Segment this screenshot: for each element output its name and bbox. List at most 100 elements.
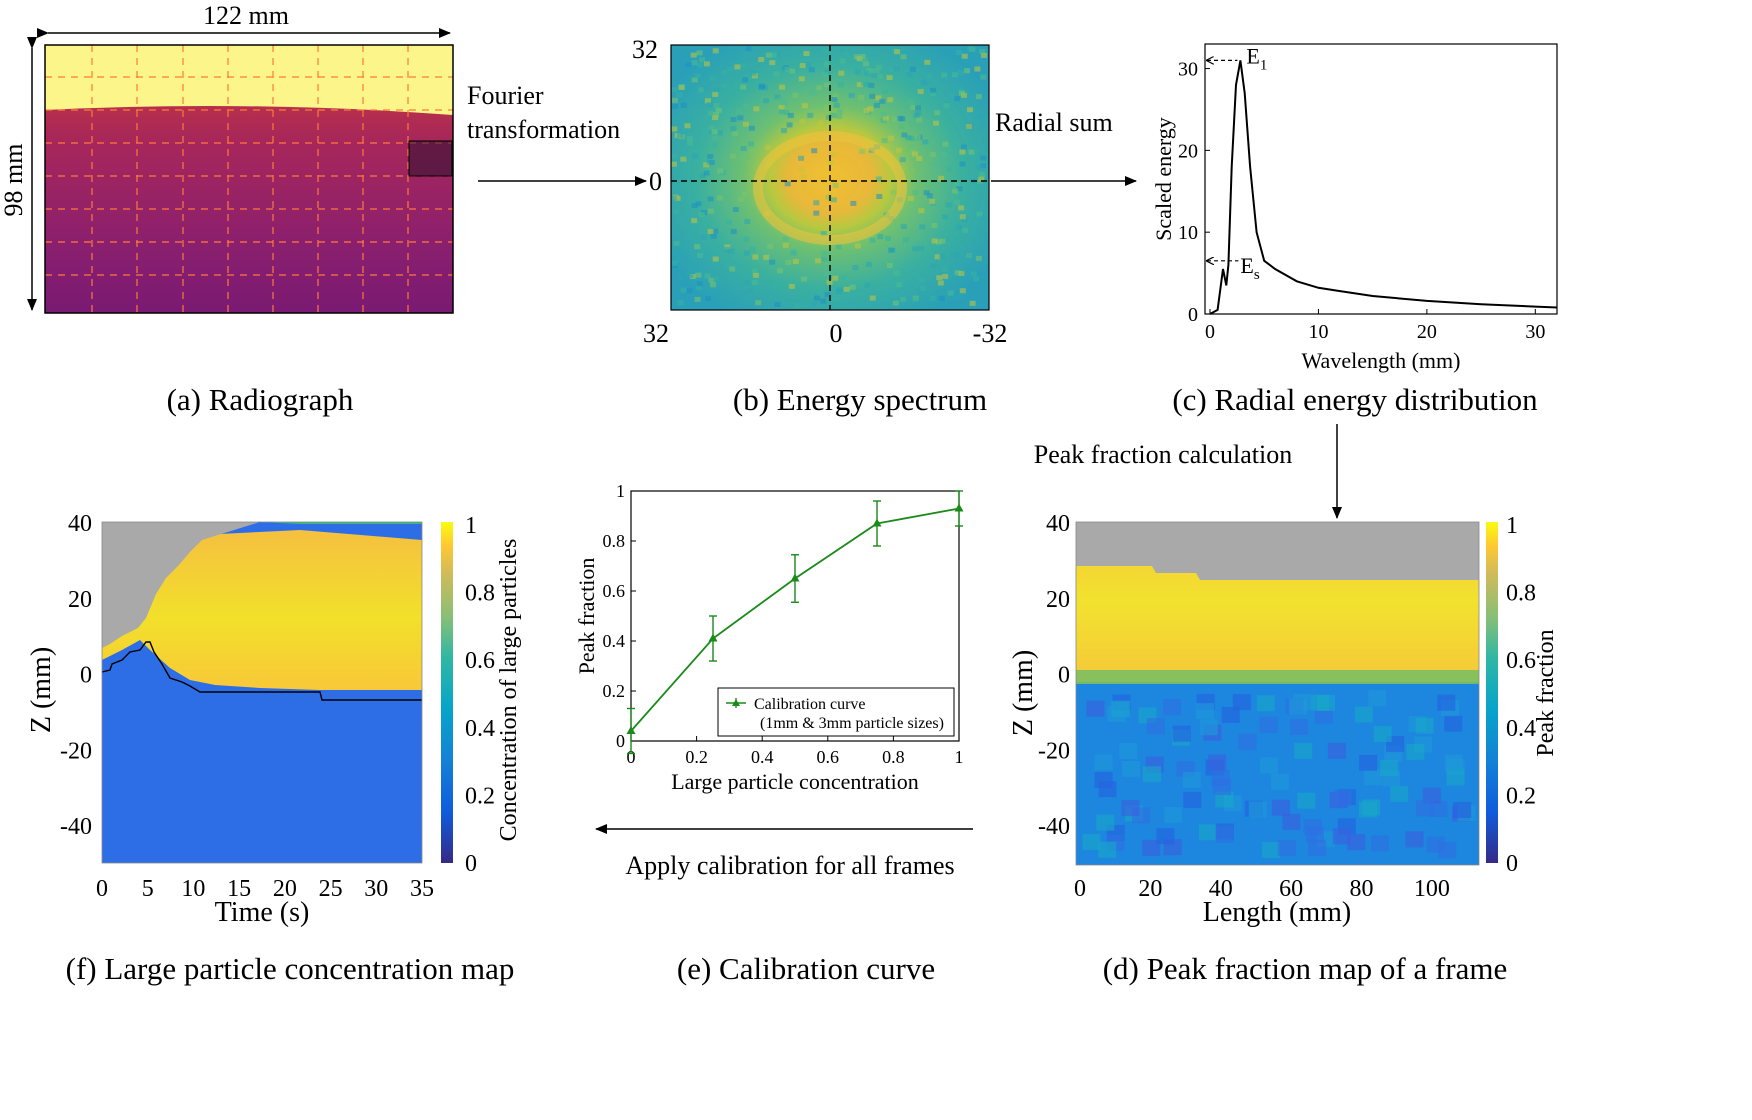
spectrum-noise-cell bbox=[896, 282, 903, 288]
spectrum-noise-cell bbox=[686, 136, 693, 142]
map-d-ytick-label: 20 bbox=[1046, 587, 1070, 613]
height-label: 98 mm bbox=[0, 144, 28, 217]
spectrum-noise-cell bbox=[743, 236, 750, 242]
map-d-patch bbox=[1364, 769, 1383, 786]
spectrum-noise-cell bbox=[970, 271, 977, 277]
spectrum-noise-cell bbox=[712, 256, 719, 262]
map-d-patch bbox=[1221, 706, 1240, 723]
spectrum-noise-cell bbox=[767, 243, 774, 249]
spectrum-tick-bottom-mid: 0 bbox=[830, 319, 843, 348]
map-d-patch bbox=[1437, 694, 1456, 711]
map-d-patch bbox=[1163, 699, 1182, 716]
spectrum-noise-cell bbox=[907, 195, 914, 201]
chart-e-ytick-label: 0.6 bbox=[603, 581, 626, 601]
spectrum-noise-cell bbox=[750, 70, 757, 76]
spectrum-noise-cell bbox=[692, 153, 699, 159]
map-d-patch bbox=[1405, 831, 1424, 848]
map-f-ytick-label: -20 bbox=[60, 738, 92, 764]
spectrum-noise-cell bbox=[749, 149, 756, 155]
spectrum-noise-cell bbox=[824, 104, 831, 110]
spectrum-noise-cell bbox=[942, 267, 948, 272]
chart-c-xtick-label: 10 bbox=[1308, 321, 1328, 343]
map-d-ytick-label: 0 bbox=[1058, 663, 1070, 689]
map-d-patch bbox=[1444, 715, 1463, 732]
map-d-patch bbox=[1094, 772, 1113, 788]
spectrum-noise-cell bbox=[849, 284, 856, 290]
spectrum-noise-cell bbox=[936, 275, 943, 281]
spectrum-noise-cell bbox=[961, 144, 967, 150]
legend-marker bbox=[732, 699, 740, 706]
spectrum-noise-cell bbox=[977, 113, 984, 119]
spectrum-noise-cell bbox=[859, 53, 866, 59]
spectrum-noise-cell bbox=[817, 120, 824, 126]
spectrum-noise-cell bbox=[778, 109, 785, 115]
spectrum-noise-cell bbox=[976, 179, 983, 185]
spectrum-noise-cell bbox=[773, 71, 780, 77]
map-d-patch bbox=[1282, 813, 1301, 830]
chart-e-ytick-label: 0.8 bbox=[603, 531, 626, 551]
spectrum-noise-cell bbox=[724, 247, 731, 252]
map-d-patch bbox=[1316, 695, 1335, 711]
map-d-patch bbox=[1444, 754, 1463, 771]
spectrum-noise-cell bbox=[939, 238, 946, 244]
spectrum-noise-cell bbox=[691, 60, 698, 66]
spectrum-noise-cell bbox=[699, 173, 706, 179]
spectrum-noise-cell bbox=[678, 84, 685, 90]
spectrum-noise-cell bbox=[906, 72, 913, 78]
spectrum-noise-cell bbox=[933, 120, 939, 126]
spectrum-noise-cell bbox=[952, 188, 959, 194]
spectrum-noise-cell bbox=[931, 238, 938, 244]
spectrum-noise-cell bbox=[942, 141, 949, 147]
spectrum-noise-cell bbox=[680, 156, 687, 162]
map-d-patch bbox=[1368, 690, 1387, 707]
width-label: 122 mm bbox=[203, 1, 289, 30]
spectrum-noise-cell bbox=[930, 263, 937, 269]
spectrum-noise-cell bbox=[893, 270, 900, 276]
spectrum-noise-cell bbox=[691, 148, 698, 153]
spectrum-noise-cell bbox=[962, 227, 969, 233]
spectrum-noise-cell bbox=[836, 287, 843, 293]
map-d-patch bbox=[1333, 789, 1352, 806]
spectrum-noise-cell bbox=[823, 82, 830, 88]
spectrum-noise-cell bbox=[967, 45, 974, 51]
spectrum-noise-cell bbox=[837, 82, 844, 88]
spectrum-noise-cell bbox=[744, 280, 751, 286]
spectrum-noise-cell bbox=[869, 295, 876, 301]
spectrum-noise-cell bbox=[820, 250, 827, 256]
radiograph-frame bbox=[44, 44, 454, 314]
map-d-patch bbox=[1256, 695, 1275, 712]
spectrum-noise-cell bbox=[897, 115, 904, 121]
map-d-xtick-label: 40 bbox=[1209, 876, 1233, 902]
spectrum-noise-cell bbox=[680, 184, 686, 189]
map-d-patch bbox=[1196, 703, 1214, 720]
spectrum-noise-cell bbox=[958, 205, 965, 211]
map-d-patch bbox=[1327, 742, 1346, 759]
spectrum-noise-cell bbox=[817, 290, 824, 296]
spectrum-noise-cell bbox=[873, 68, 880, 74]
colorbar-d bbox=[1486, 522, 1498, 863]
spectrum-noise-cell bbox=[945, 202, 952, 208]
spectrum-noise-cell bbox=[731, 54, 738, 60]
spectrum-noise-cell bbox=[899, 157, 906, 163]
colorbar-d-label: Peak fraction bbox=[1533, 629, 1559, 756]
spectrum-noise-cell bbox=[869, 259, 876, 265]
spectrum-noise-cell bbox=[815, 258, 822, 264]
map-d-axes: 0 20 40 60 80 100 40 20 0 -20 -40 bbox=[1038, 511, 1450, 902]
spectrum-noise-cell bbox=[671, 261, 678, 266]
spectrum-noise-cell bbox=[813, 210, 820, 216]
spectrum-noise-cell bbox=[956, 186, 963, 192]
spectrum-noise-cell bbox=[770, 52, 777, 58]
spectrum-noise-cell bbox=[703, 170, 710, 176]
spectrum-noise-cell bbox=[942, 273, 949, 279]
spectrum-noise-cell bbox=[951, 72, 958, 78]
spectrum-noise-cell bbox=[746, 288, 753, 294]
spectrum-noise-cell bbox=[765, 52, 772, 58]
map-d-patch bbox=[1358, 801, 1377, 818]
spectrum-noise-cell bbox=[709, 75, 716, 81]
spectrum-noise-cell bbox=[833, 102, 840, 108]
spectrum-noise-cell bbox=[727, 263, 734, 269]
map-f-xtick-label: 25 bbox=[319, 876, 343, 902]
caption-a: (a) Radiograph bbox=[167, 382, 354, 417]
spectrum-noise-cell bbox=[677, 274, 684, 280]
spectrum-noise-cell bbox=[799, 118, 806, 124]
